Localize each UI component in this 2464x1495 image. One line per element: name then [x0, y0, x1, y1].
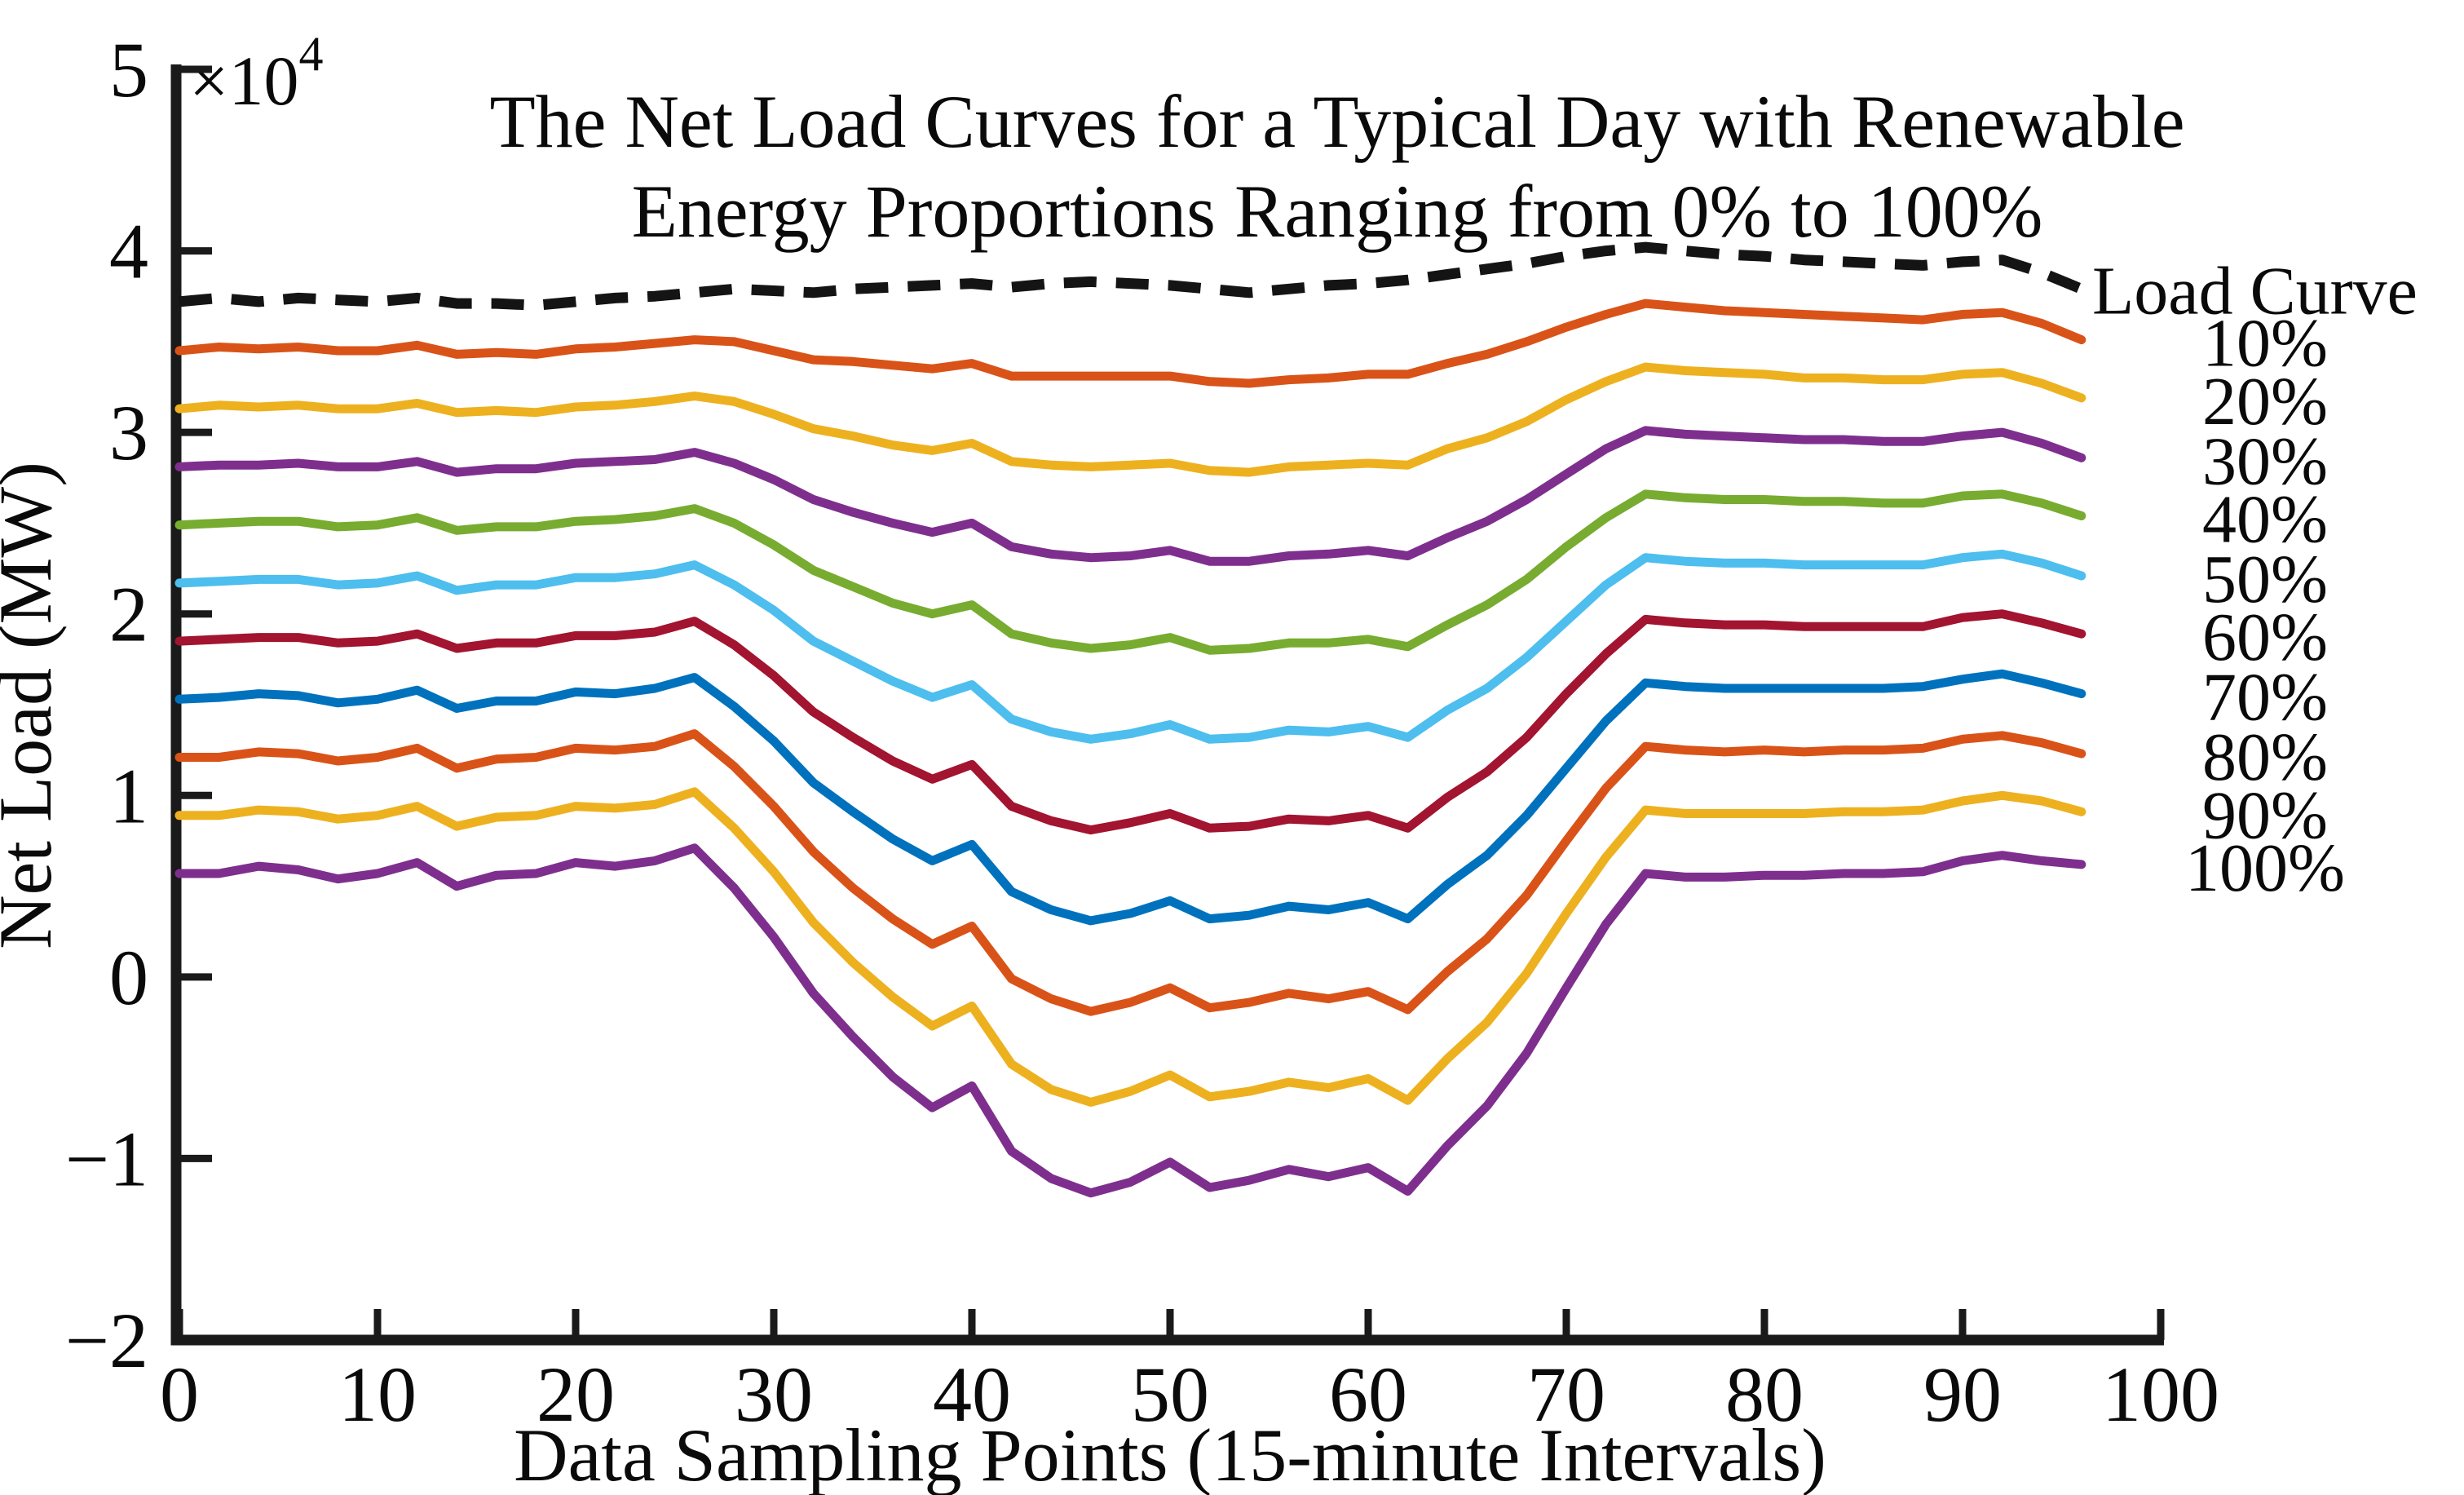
legend-label-50-: 50%: [2202, 542, 2328, 617]
y-tick-label: −2: [65, 1297, 148, 1384]
y-tick-label: 4: [109, 208, 148, 295]
x-tick-label: 100: [2102, 1351, 2219, 1438]
x-tick-label: 80: [1725, 1351, 1804, 1438]
y-tick-label: 0: [109, 934, 148, 1021]
series-line-100-: [174, 843, 2086, 1198]
legend-label-100-: 100%: [2185, 830, 2345, 906]
chart-title-line-1: The Net Load Curves for a Typical Day wi…: [489, 80, 2184, 163]
x-tick-label: 30: [735, 1351, 813, 1438]
legend-label-load-curve: Load Curve: [2092, 253, 2418, 329]
x-tick-label: 50: [1131, 1351, 1209, 1438]
legend-label-40-: 40%: [2202, 482, 2328, 558]
y-tick-label: 3: [109, 389, 148, 476]
x-axis-label: Data Sampling Points (15-minute Interval…: [514, 1413, 1826, 1495]
x-tick-label: 90: [1923, 1351, 2002, 1438]
series-line-80-: [174, 729, 2086, 1016]
plot-area: 0 10 20 30 40 50 60 70 80 90 100 −2 −1 0 1 2 3 4 5 Load Cur…: [65, 26, 2418, 1438]
legend-label-80-: 80%: [2202, 719, 2328, 795]
legend-label-30-: 30%: [2202, 423, 2328, 499]
series-line-30-: [174, 426, 2086, 566]
legend-label-20-: 20%: [2202, 364, 2328, 440]
y-tick-label: 1: [109, 752, 148, 839]
x-tick-label: 20: [537, 1351, 615, 1438]
y-axis-label: Net Load (MW): [0, 462, 67, 949]
series-line-50-: [174, 549, 2086, 744]
series-line-load-curve: [179, 241, 2084, 311]
series-line-60-: [174, 609, 2086, 835]
series-line-20-: [174, 362, 2086, 477]
y-tick-label: 2: [109, 571, 148, 658]
chart-title-line-2: Energy Proportions Ranging from 0% to 10…: [632, 170, 2043, 253]
series-line-10-: [174, 299, 2086, 388]
series-line-90-: [174, 787, 2086, 1107]
series-line-40-: [174, 489, 2086, 655]
x-tick-label: 70: [1527, 1351, 1605, 1438]
legend-label-90-: 90%: [2202, 777, 2328, 853]
series-line-70-: [174, 669, 2086, 926]
y-tick-label: 5: [109, 26, 148, 113]
x-tick-label: 10: [338, 1351, 417, 1438]
y-tick-label: −1: [65, 1115, 148, 1202]
x-tick-label: 0: [160, 1351, 199, 1438]
y-axis-multiplier-exponent: 4: [299, 27, 324, 81]
y-axis-multiplier: ×104: [189, 27, 324, 120]
legend-label-60-: 60%: [2202, 599, 2328, 675]
legend-label-70-: 70%: [2202, 660, 2328, 736]
legend-label-10-: 10%: [2202, 306, 2328, 382]
y-axis-multiplier-base: ×10: [189, 42, 299, 120]
x-tick-label: 60: [1329, 1351, 1407, 1438]
x-tick-label: 40: [933, 1351, 1011, 1438]
